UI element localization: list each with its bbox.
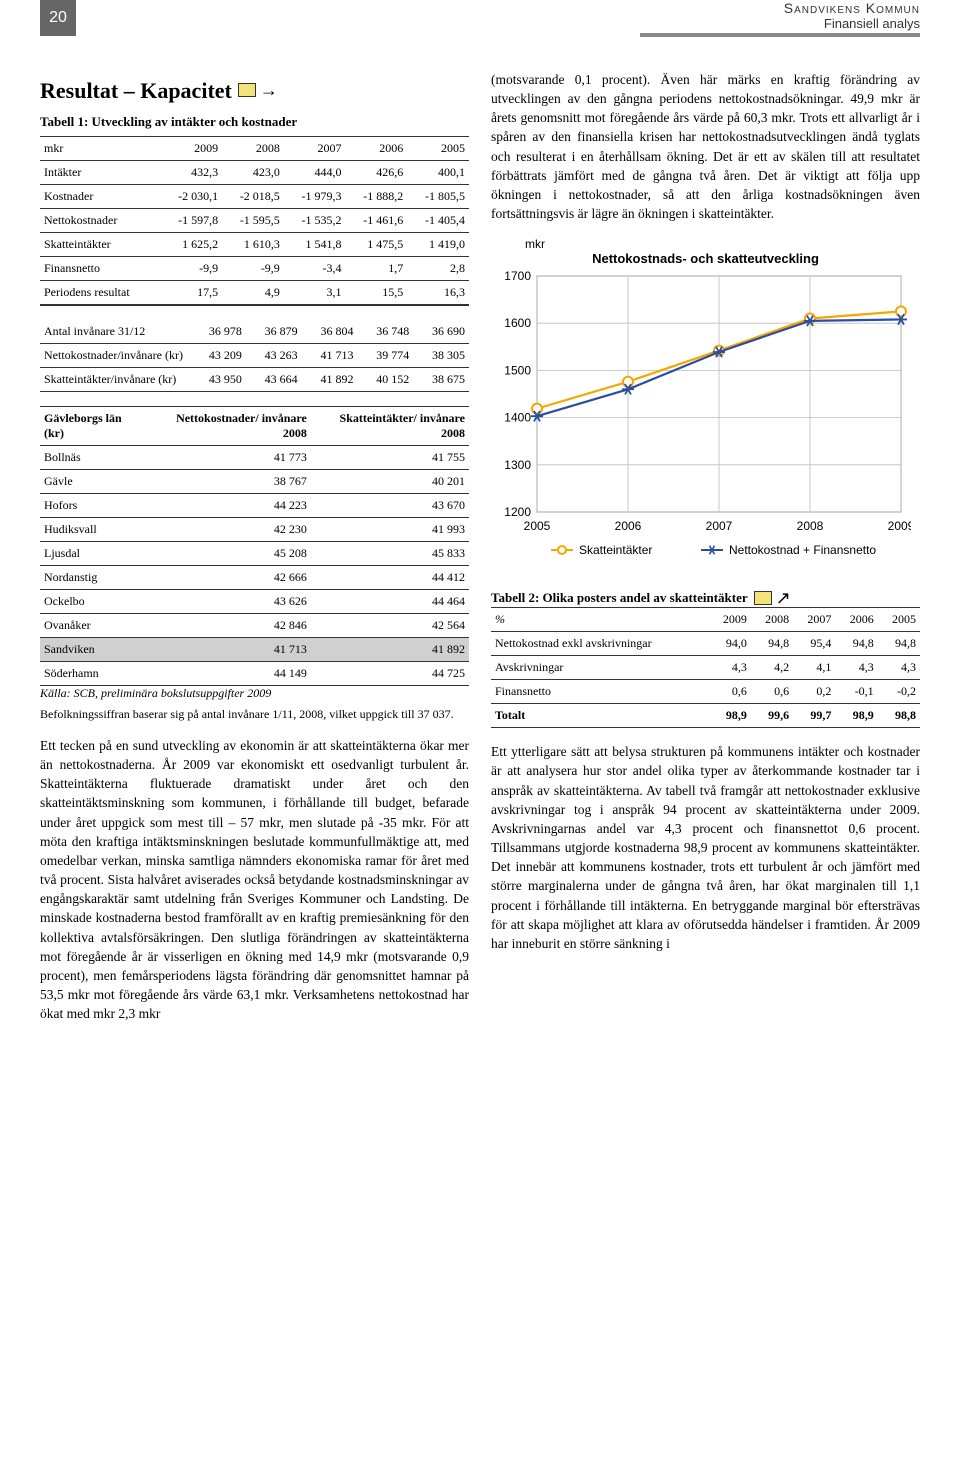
svg-text:1700: 1700 — [504, 270, 531, 283]
svg-text:2009: 2009 — [888, 519, 911, 533]
svg-text:2008: 2008 — [797, 519, 824, 533]
svg-text:2007: 2007 — [706, 519, 733, 533]
svg-text:Skatteintäkter: Skatteintäkter — [579, 543, 652, 557]
right-top-body: (motsvarande 0,1 procent). Även här märk… — [491, 70, 920, 223]
sub-header: Finansiell analys — [640, 16, 920, 31]
svg-text:1600: 1600 — [504, 316, 531, 330]
table1: mkr20092008200720062005Intäkter432,3423,… — [40, 136, 469, 306]
svg-text:2006: 2006 — [615, 519, 642, 533]
page-number: 20 — [40, 0, 76, 36]
per-capita-table: Antal invånare 31/1236 97836 87936 80436… — [40, 320, 469, 392]
svg-text:1200: 1200 — [504, 505, 531, 519]
indicator-square — [238, 83, 256, 97]
left-body-text: Ett tecken på en sund utveckling av ekon… — [40, 736, 469, 1023]
trend-indicator-2: ↗ — [754, 589, 791, 607]
svg-text:1300: 1300 — [504, 458, 531, 472]
munic-note: Befolkningssiffran baserar sig på antal … — [40, 707, 469, 722]
svg-text:1500: 1500 — [504, 364, 531, 378]
trend-indicator: → — [238, 81, 278, 99]
munic-source: Källa: SCB, preliminära bokslutsuppgifte… — [40, 686, 469, 701]
arrow-right-icon: → — [260, 81, 278, 99]
arrow-up-icon: ↗ — [776, 589, 791, 607]
chart-y-label: mkr — [525, 237, 920, 251]
table1-caption: Tabell 1: Utveckling av intäkter och kos… — [40, 114, 469, 130]
page-header: 20 Sandvikens Kommun Finansiell analys — [40, 0, 920, 70]
svg-text:2005: 2005 — [524, 519, 551, 533]
municipal-table: Gävleborgs län (kr)Nettokostnader/ invån… — [40, 406, 469, 686]
header-rule — [640, 33, 920, 37]
chart: 1200 1300 1400 1500 1600 1700 2005 2006 2007 2008… — [491, 270, 911, 570]
table2: %20092008200720062005Nettokostnad exkl a… — [491, 607, 920, 728]
org-name: Sandvikens Kommun — [640, 0, 920, 16]
indicator-square-2 — [754, 591, 772, 605]
section-title: Resultat – Kapacitet — [40, 78, 232, 104]
chart-title: Nettokostnads- och skatteutveckling — [491, 251, 920, 266]
svg-text:1400: 1400 — [504, 411, 531, 425]
table2-caption: Tabell 2: Olika posters andel av skattei… — [491, 590, 748, 606]
svg-text:Nettokostnad + Finansnetto: Nettokostnad + Finansnetto — [729, 543, 876, 557]
right-bottom-body: Ett ytterligare sätt att belysa struktur… — [491, 742, 920, 953]
